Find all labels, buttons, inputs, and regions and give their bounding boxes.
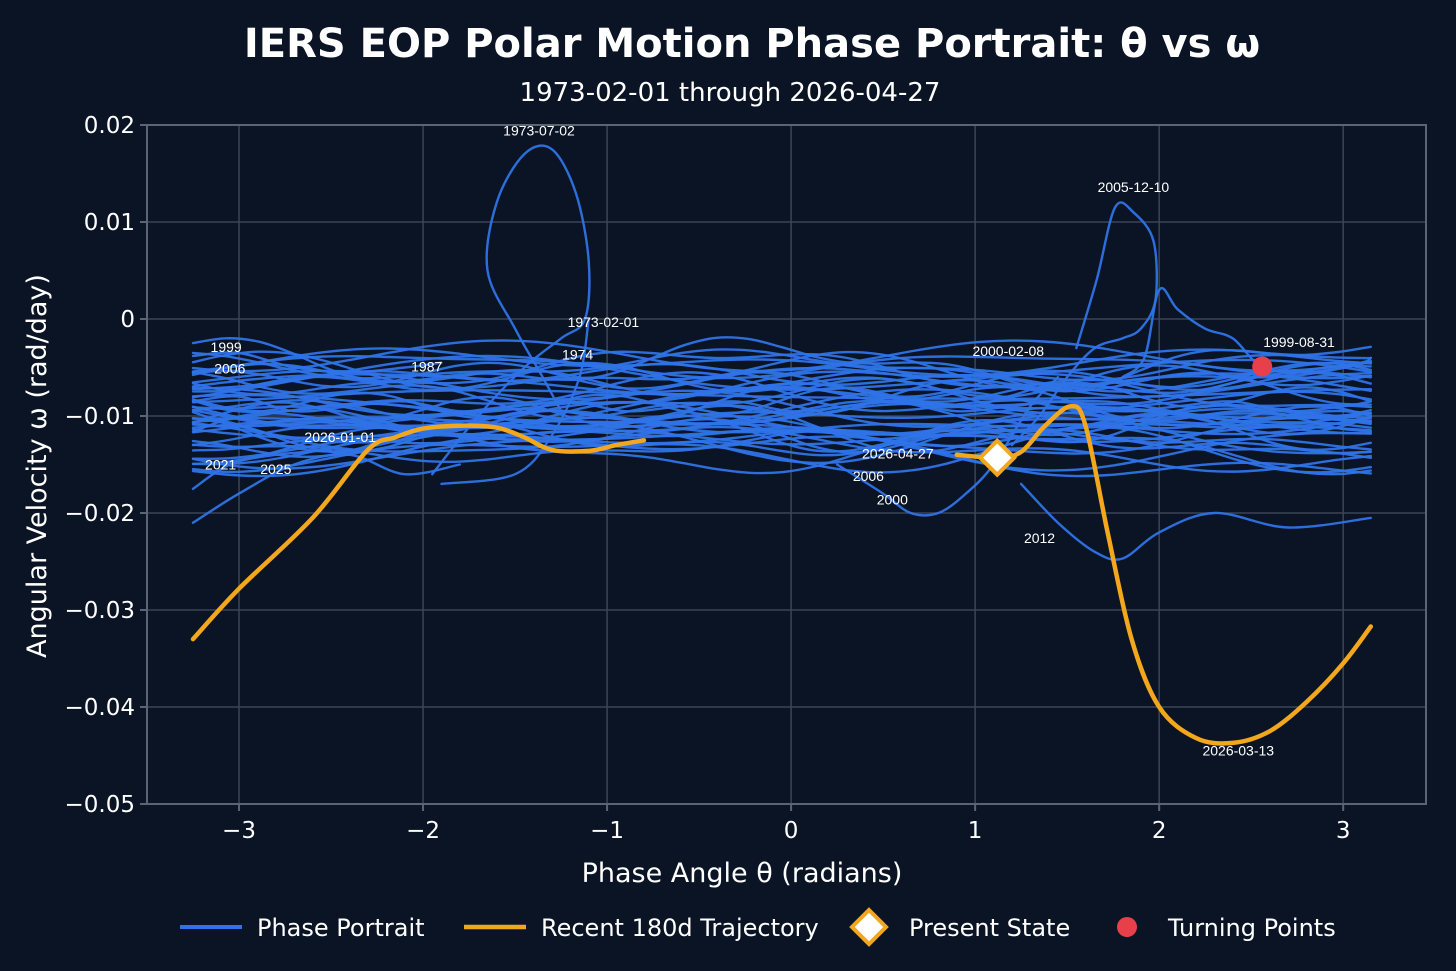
annotation-label: 1999: [211, 339, 242, 355]
phase-portrait-line: [191, 361, 1372, 399]
y-axis-label: Angular Velocity ω (rad/day): [22, 274, 53, 658]
annotation-label: 1987: [411, 358, 442, 374]
annotation-label: 1973-02-01: [568, 314, 640, 330]
legend-turning-point-dot: [1117, 917, 1137, 937]
phase-portrait-line: [431, 144, 591, 476]
phase-portrait-line: [191, 371, 1372, 413]
chart-title: IERS EOP Polar Motion Phase Portrait: θ …: [244, 21, 1260, 67]
phase-portrait-line: [191, 453, 461, 524]
phase-portrait-line: [191, 362, 1372, 403]
phase-portrait-line: [191, 407, 1372, 436]
phase-portrait-line: [1121, 286, 1372, 379]
recent-trajectory-line: [190, 423, 647, 642]
annotation-label: 2026-01-01: [304, 429, 376, 445]
present-state-marker: [977, 437, 1018, 478]
annotation-label: 1974: [562, 347, 593, 363]
annotation-label: 2005-12-10: [1098, 179, 1170, 195]
y-tick-label: −0.01: [65, 404, 135, 430]
x-tick-label: −3: [222, 818, 256, 844]
phase-portrait-line: [191, 428, 1372, 472]
annotation-label: 2025: [260, 461, 291, 477]
x-tick-label: −1: [590, 818, 624, 844]
annotation-label: 2006: [214, 360, 245, 376]
annotation-layer: 1973-07-02 1973-02-01 1974 1999 2006 1987 2026…: [205, 123, 1335, 759]
recent-trajectory-layer: [190, 404, 1374, 746]
marker-layer: [977, 356, 1273, 478]
recent-trajectory-line: [954, 404, 1374, 746]
phase-portrait-line: [191, 389, 1372, 428]
y-tick-label: 0: [120, 307, 135, 333]
phase-portrait-line: [191, 402, 1372, 427]
x-tick-label: 3: [1336, 818, 1351, 844]
phase-portrait-line: [191, 411, 1372, 465]
y-tick-label: −0.05: [65, 792, 135, 818]
legend-present-state-label: Present State: [909, 914, 1070, 942]
phase-portrait-line: [191, 354, 1372, 380]
legend-turning-points-label: Turning Points: [1167, 914, 1336, 942]
phase-portrait-layer: [191, 144, 1372, 561]
phase-portrait-line: [191, 415, 1372, 455]
y-tick-label: −0.03: [65, 598, 135, 624]
phase-portrait-line: [440, 317, 590, 486]
phase-portrait-line: [191, 351, 443, 374]
x-axis-label: Phase Angle θ (radians): [582, 858, 903, 889]
annotation-label: 2021: [205, 456, 236, 472]
phase-portrait-line: [191, 395, 1372, 413]
phase-portrait-line: [191, 350, 1372, 391]
phase-portrait-line: [191, 388, 1372, 404]
plot-frame: [146, 124, 1427, 805]
x-ticks: −3 −2 −1 0 1 2 3: [222, 804, 1351, 844]
annotation-label: 2000-02-08: [972, 343, 1044, 359]
y-tick-label: 0.01: [84, 210, 135, 236]
annotation-label: 2026-03-13: [1202, 743, 1274, 759]
phase-portrait-line: [1010, 201, 1158, 447]
annotation-label: 1999-08-31: [1263, 334, 1335, 350]
x-tick-label: 1: [968, 818, 983, 844]
y-tick-label: −0.04: [65, 695, 135, 721]
phase-portrait-line: [191, 381, 1372, 420]
phase-portrait-line: [1019, 482, 1372, 561]
y-ticks: 0.02 0.01 0 −0.01 −0.02 −0.03 −0.04 −0.05: [65, 113, 147, 818]
legend-phase-portrait-label: Phase Portrait: [257, 914, 425, 942]
annotation-label: 2000: [877, 491, 908, 507]
phase-portrait-line: [191, 385, 1372, 434]
y-tick-label: 0.02: [84, 113, 135, 139]
turning-point-marker: [1252, 356, 1273, 377]
phase-portrait-line: [191, 448, 333, 490]
phase-portrait-line: [191, 347, 1372, 377]
x-tick-label: 0: [784, 818, 799, 844]
phase-portrait-line: [191, 348, 1372, 382]
annotation-label: 2006: [853, 468, 884, 484]
annotation-label: 1973-07-02: [503, 123, 575, 139]
legend-present-state-diamond: [849, 907, 889, 947]
x-tick-label: −2: [406, 818, 440, 844]
annotation-label: 2026-04-27: [862, 446, 934, 462]
y-tick-label: −0.02: [65, 501, 135, 527]
chart-subtitle: 1973-02-01 through 2026-04-27: [520, 78, 941, 108]
x-tick-label: 2: [1152, 818, 1167, 844]
phase-portrait-line: [835, 376, 1060, 517]
legend: Phase Portrait Recent 180d Trajectory Pr…: [180, 907, 1336, 947]
annotation-label: 2012: [1024, 530, 1055, 546]
legend-recent-label: Recent 180d Trajectory: [541, 914, 819, 942]
